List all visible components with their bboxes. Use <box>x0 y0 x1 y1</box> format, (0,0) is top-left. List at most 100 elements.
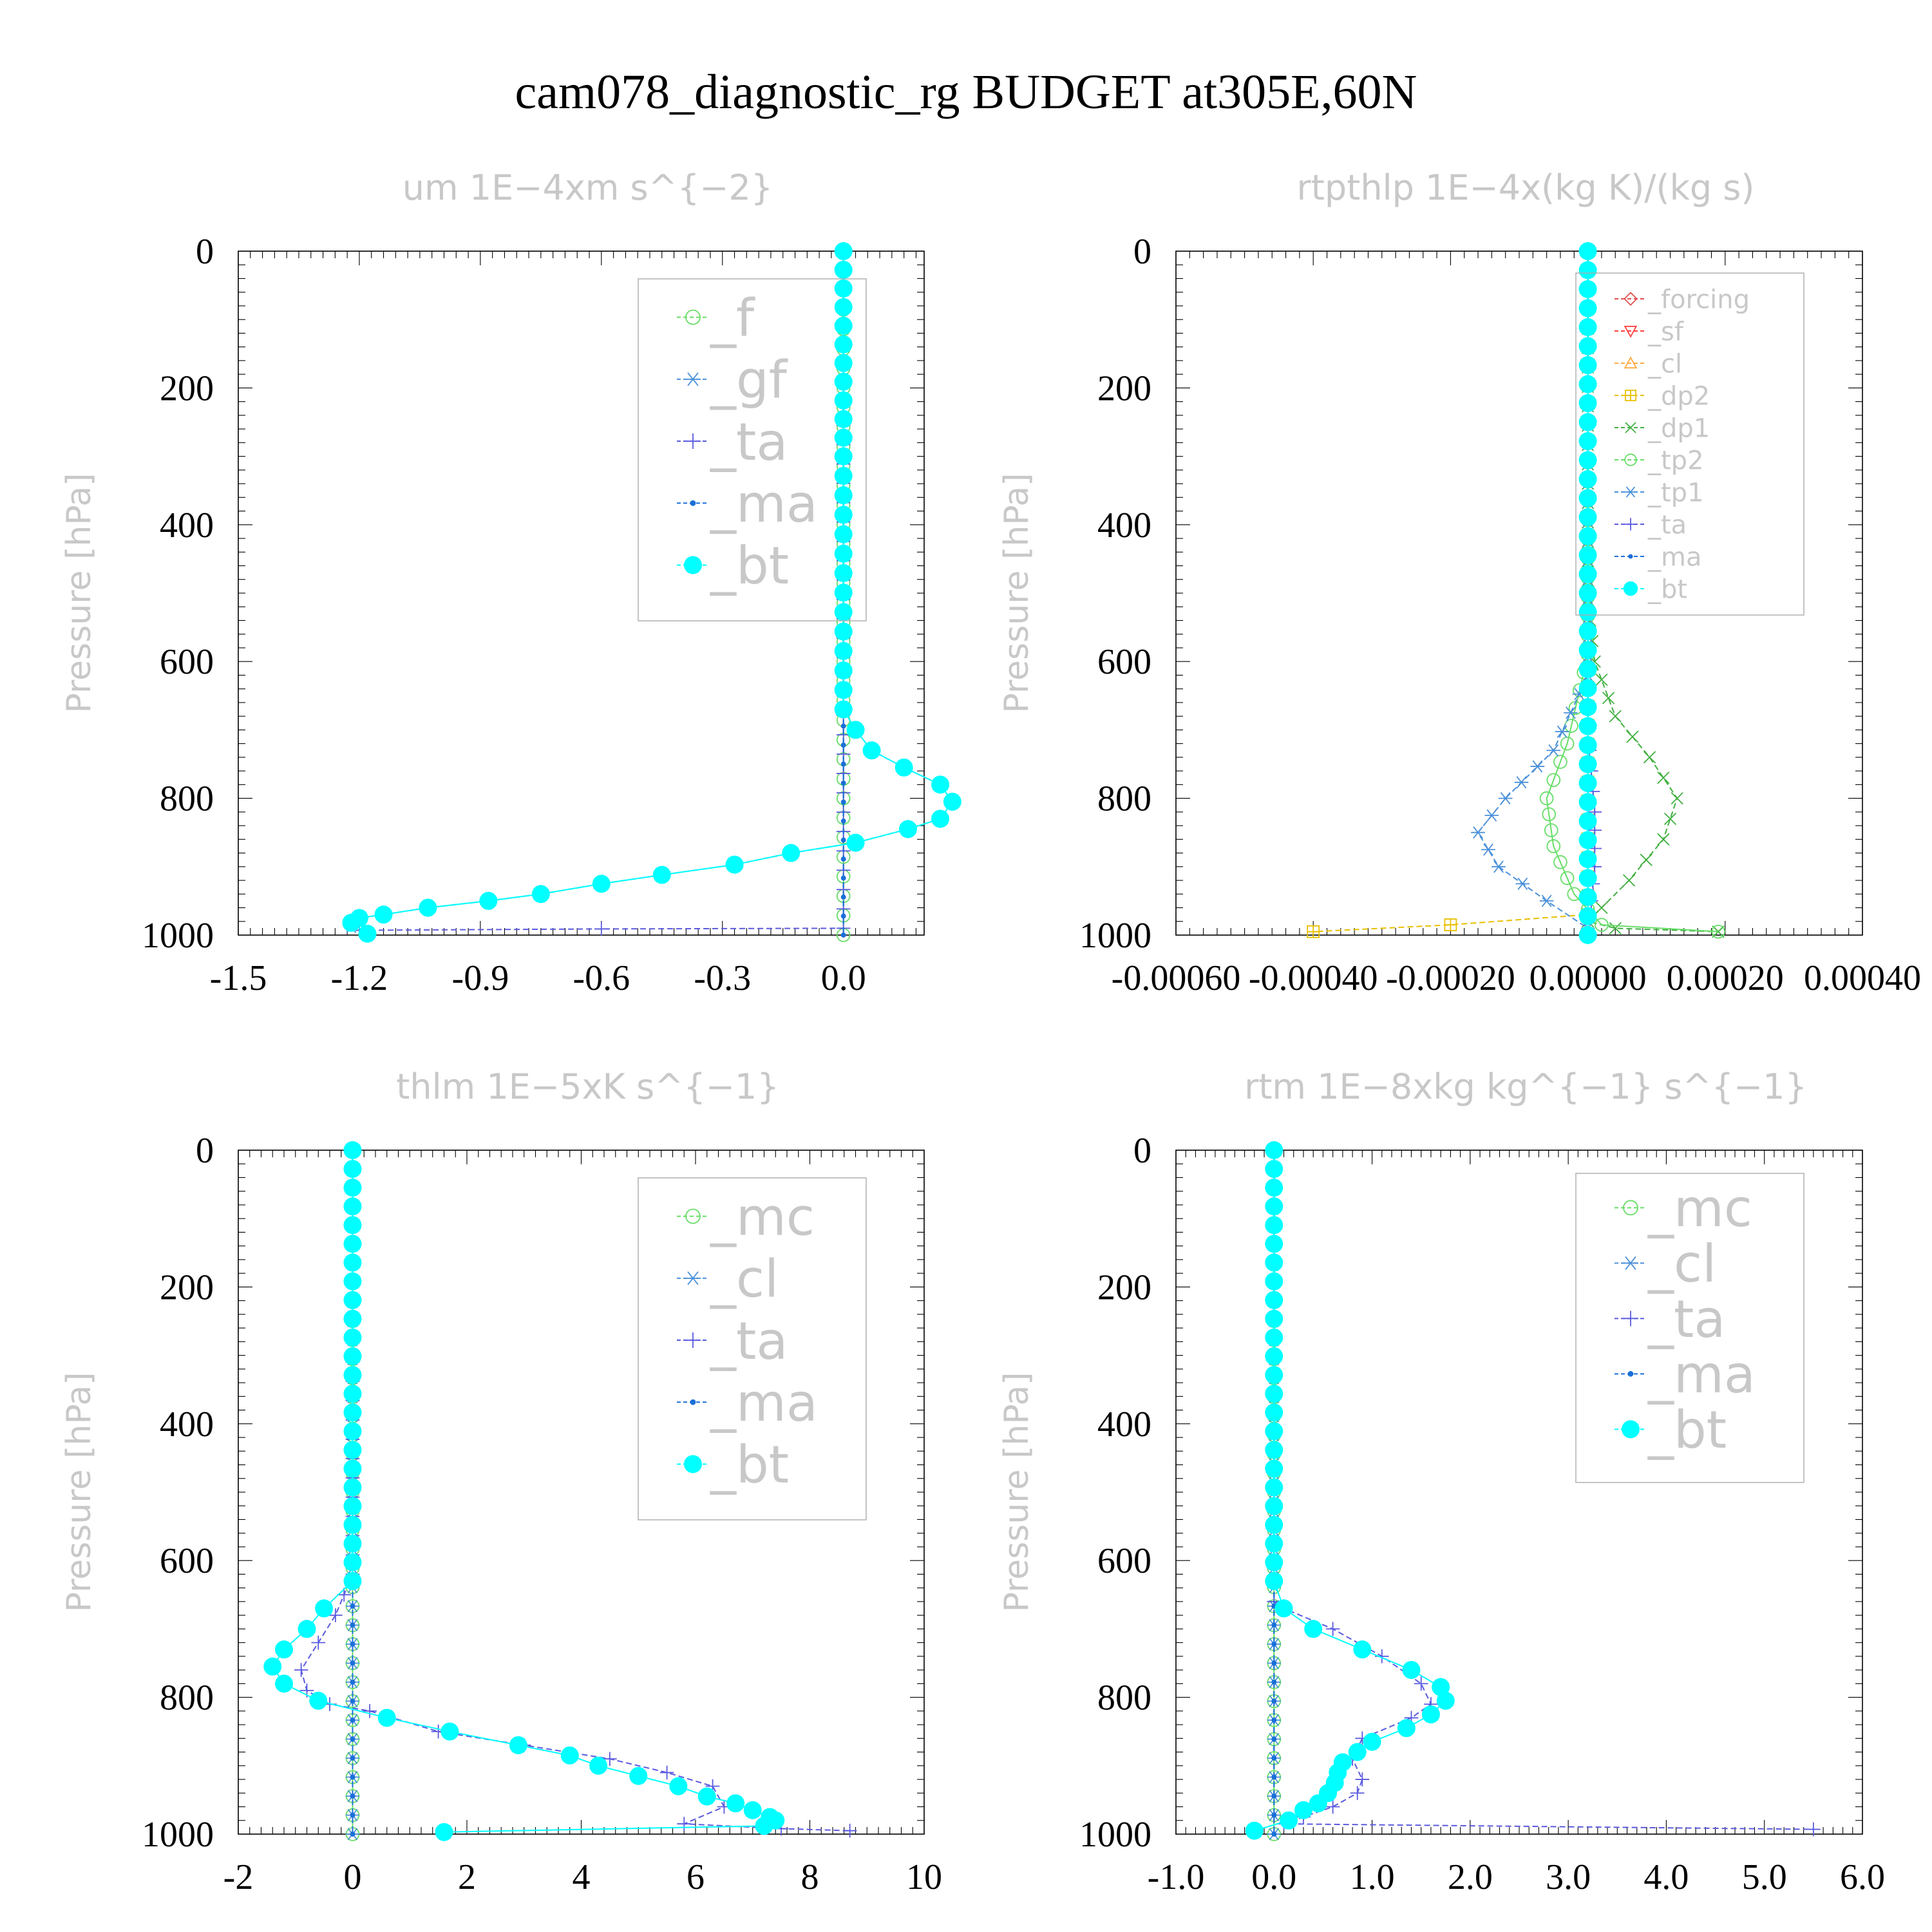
data-point <box>1271 1832 1277 1837</box>
legend-marker <box>1625 422 1636 433</box>
data-point <box>1325 1799 1340 1814</box>
legend-item: _ma <box>677 1373 818 1433</box>
legend-marker <box>1624 486 1637 498</box>
data-point <box>834 564 853 582</box>
legend-item: _mc <box>677 1187 815 1247</box>
legend-label: _cl <box>710 1249 779 1309</box>
x-tick-label: -0.00020 <box>1386 958 1515 998</box>
data-point <box>1626 730 1639 743</box>
data-point <box>697 1787 716 1806</box>
data-point <box>1265 1216 1283 1235</box>
panel-title: rtpthlp 1E−4x(kg K)/(kg s) <box>1297 167 1755 208</box>
data-point <box>1271 1774 1277 1780</box>
y-tick-label: 600 <box>1097 642 1151 682</box>
data-point <box>350 1604 355 1609</box>
data-point <box>755 1817 773 1835</box>
x-tick-label: 1.0 <box>1350 1857 1395 1897</box>
data-point <box>1271 1718 1277 1723</box>
series-dp2 <box>1307 245 1595 938</box>
series-bt <box>342 242 961 943</box>
data-point <box>840 723 846 729</box>
data-point <box>1307 925 1320 938</box>
data-point <box>1271 1698 1277 1704</box>
data-point <box>931 810 950 828</box>
data-point <box>350 1756 355 1761</box>
legend-marker <box>1624 292 1638 306</box>
data-point <box>834 700 853 719</box>
data-point <box>343 1197 362 1216</box>
data-point <box>659 1765 674 1780</box>
y-axis-label: Pressure [hPa] <box>998 473 1036 714</box>
data-point <box>343 1459 362 1478</box>
data-point <box>1436 1691 1455 1710</box>
panel-3: thlm 1E−5xK s^{−1} Pressure [hPa] 0 200 400 6… <box>60 1066 942 1897</box>
data-point <box>328 1608 343 1622</box>
data-point <box>419 898 437 917</box>
data-point <box>479 891 498 910</box>
data-point <box>846 721 865 739</box>
data-point <box>1622 874 1636 887</box>
data-point <box>1578 679 1597 697</box>
data-point <box>834 372 853 391</box>
legend-label: _sf <box>1647 317 1684 346</box>
data-point <box>1578 698 1597 716</box>
data-point <box>1355 1772 1370 1786</box>
series-bt <box>263 1141 785 1841</box>
y-tick-label: 0 <box>1133 1131 1151 1171</box>
data-point <box>1578 774 1597 792</box>
legend-item: _ta <box>677 1311 788 1371</box>
data-point <box>898 820 917 838</box>
legend-marker <box>684 556 702 574</box>
data-point <box>834 335 853 354</box>
data-point <box>560 1746 579 1765</box>
data-point <box>834 410 853 428</box>
series-bt <box>1245 1141 1455 1840</box>
data-point <box>435 1823 453 1841</box>
legend: _forcing _sf _cl_dp2_dp1 _tp2 _tp1 _ta_ma_bt <box>1575 272 1804 616</box>
data-point <box>343 1160 362 1179</box>
legend-marker <box>1624 453 1637 466</box>
data-point <box>1265 1179 1283 1197</box>
legend-marker <box>690 1399 696 1405</box>
data-point <box>1294 1801 1312 1819</box>
data-point <box>1271 1756 1277 1761</box>
y-tick-label: 1000 <box>1079 1815 1151 1855</box>
legend-marker <box>685 372 701 386</box>
data-point <box>1578 261 1597 279</box>
data-point <box>1265 1347 1283 1365</box>
data-point <box>343 1515 362 1534</box>
legend-item: _bt <box>1615 574 1687 604</box>
x-tick-label: -0.9 <box>452 958 509 998</box>
data-point <box>342 913 361 932</box>
legend-marker <box>685 1332 701 1349</box>
data-point <box>840 781 846 786</box>
data-point <box>1578 356 1597 374</box>
data-point <box>652 866 671 884</box>
data-point <box>1471 826 1485 839</box>
data-point <box>1265 1478 1283 1497</box>
x-tick-label: -0.6 <box>573 958 630 998</box>
data-point <box>350 1698 355 1704</box>
data-point <box>1555 725 1569 738</box>
data-point <box>834 544 853 563</box>
data-point <box>603 1752 617 1766</box>
legend: _mc_cl_ta_ma_bt <box>638 1177 867 1520</box>
x-tick-label: 10 <box>906 1857 942 1897</box>
legend-label: _ma <box>710 474 818 534</box>
panel-title: rtm 1E−8xkg kg^{−1} s^{−1} <box>1244 1066 1807 1107</box>
data-point <box>1609 922 1622 935</box>
data-point <box>834 242 853 260</box>
data-point <box>1265 1160 1283 1179</box>
legend-label: _dp2 <box>1647 381 1710 411</box>
legend-marker <box>1624 518 1637 531</box>
panel-title: thlm 1E−5xK s^{−1} <box>396 1066 779 1107</box>
data-point <box>350 1794 355 1799</box>
legend-label: _bt <box>1647 1400 1727 1460</box>
data-point <box>343 1534 362 1553</box>
legend-label: _cl <box>1647 1234 1716 1294</box>
x-tick-label: 5.0 <box>1742 1857 1787 1897</box>
data-point <box>1578 470 1597 488</box>
data-point <box>834 506 853 524</box>
data-point <box>1578 869 1597 887</box>
